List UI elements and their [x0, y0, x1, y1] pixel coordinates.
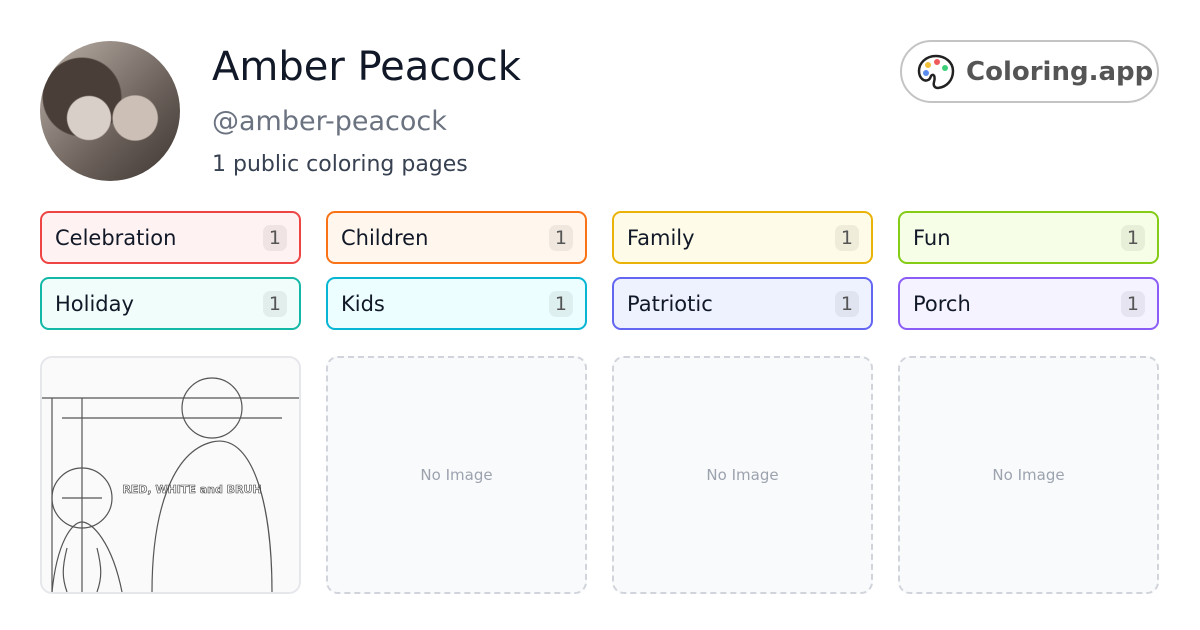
tag-count: 1 [834, 290, 859, 317]
tag-label: Children [341, 225, 429, 250]
brand-badge[interactable]: Coloring.app [900, 40, 1159, 103]
tag-label: Celebration [55, 225, 177, 250]
tag-patriotic[interactable]: Patriotic 1 [612, 277, 873, 330]
page-count: 1 public coloring pages [212, 152, 468, 177]
tag-count: 1 [262, 224, 287, 251]
coloring-page-card-empty[interactable]: No Image [326, 356, 587, 594]
tag-holiday[interactable]: Holiday 1 [40, 277, 301, 330]
profile-name: Amber Peacock [212, 44, 521, 90]
tag-children[interactable]: Children 1 [326, 211, 587, 264]
coloring-page-card[interactable]: RED, WHITE and BRUH [40, 356, 301, 594]
profile-handle: @amber-peacock [212, 106, 447, 137]
coloring-page-card-empty[interactable]: No Image [898, 356, 1159, 594]
tag-label: Kids [341, 291, 385, 316]
no-image-label: No Image [420, 466, 493, 484]
tag-count: 1 [548, 290, 573, 317]
tag-label: Family [627, 225, 695, 250]
tag-count: 1 [548, 224, 573, 251]
tag-count: 1 [1120, 224, 1145, 251]
coloring-page-image: RED, WHITE and BRUH [42, 377, 299, 592]
tag-family[interactable]: Family 1 [612, 211, 873, 264]
tag-count: 1 [1120, 290, 1145, 317]
tag-fun[interactable]: Fun 1 [898, 211, 1159, 264]
tag-count: 1 [834, 224, 859, 251]
shirt-text: RED, WHITE and BRUH [122, 483, 261, 496]
tag-celebration[interactable]: Celebration 1 [40, 211, 301, 264]
coloring-page-card-empty[interactable]: No Image [612, 356, 873, 594]
tag-label: Holiday [55, 291, 134, 316]
avatar [40, 41, 180, 181]
tag-label: Porch [913, 291, 971, 316]
brand-label: Coloring.app [966, 56, 1154, 87]
no-image-label: No Image [992, 466, 1065, 484]
tag-porch[interactable]: Porch 1 [898, 277, 1159, 330]
tag-label: Fun [913, 225, 951, 250]
tag-label: Patriotic [627, 291, 713, 316]
tag-count: 1 [262, 290, 287, 317]
tag-kids[interactable]: Kids 1 [326, 277, 587, 330]
no-image-label: No Image [706, 466, 779, 484]
palette-icon [917, 54, 955, 89]
